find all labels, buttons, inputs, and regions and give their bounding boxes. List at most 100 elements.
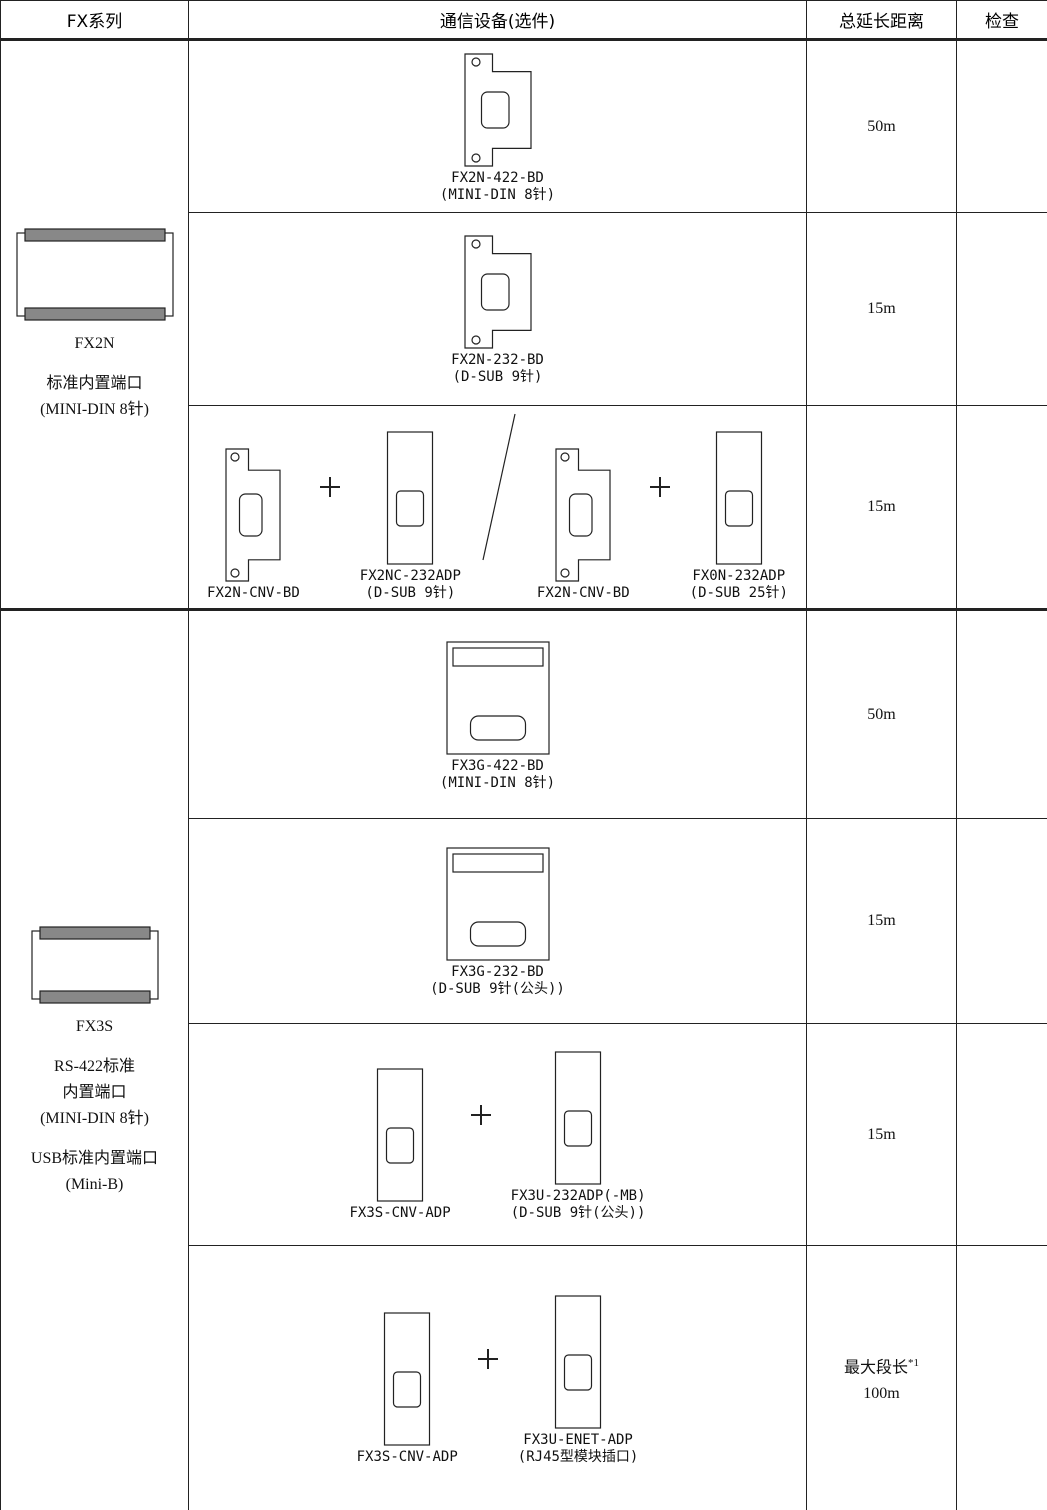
device-note: (D-SUB 9针(公头)) — [510, 1204, 646, 1221]
device-illustration — [463, 52, 532, 167]
connector — [469, 921, 526, 947]
header-cell: 检查 — [956, 0, 1047, 41]
slash-separator — [482, 413, 516, 561]
plc-outline — [15, 231, 174, 317]
device-model: FX3U-232ADP(-MB) — [510, 1187, 646, 1204]
table-row: FX2N-CNV-BD FX2NC-232ADP (D-SUB 9针) FX2N-CN… — [1, 405, 1047, 610]
device-model: FX2NC-232ADP — [359, 568, 461, 584]
device-model: FX2N-CNV-BD — [207, 585, 300, 601]
header-cell: 通信设备(选件) — [188, 0, 807, 41]
device-illustration — [445, 847, 550, 961]
device: FX2N-CNV-BD — [207, 445, 300, 602]
device-illustration — [715, 431, 762, 565]
distance-line: 15m — [807, 1122, 956, 1148]
series-cell: FX3S RS-422标准 内置端口 (MINI-DIN 8针) USB标准内置端口 (M… — [0, 608, 189, 1510]
check-cell — [956, 39, 1047, 213]
connector — [469, 714, 526, 741]
distance-cell: 15m — [806, 405, 957, 610]
distance-text: 15m — [867, 1125, 896, 1143]
device-illustration — [376, 1067, 424, 1202]
table-body: FX2N 标准内置端口 (MINI-DIN 8针) FX2N-422-BD (MINI-… — [0, 39, 1047, 1510]
distance-cell: 15m — [806, 1023, 957, 1246]
plus-separator — [649, 477, 670, 497]
device-list: FX2N-422-BD (MINI-DIN 8针) — [189, 50, 806, 204]
device: FX2N-422-BD (MINI-DIN 8针) — [440, 50, 555, 204]
hole — [230, 452, 241, 462]
series-desc: (Mini-B) — [65, 1175, 124, 1193]
hole — [230, 568, 241, 578]
distance-line: 15m — [807, 494, 956, 520]
table-row: FX3S-CNV-ADP FX3U-ENET-ADP (RJ45型模块插口) 最大段长… — [1, 1245, 1047, 1510]
device-model: FX0N-232ADP — [692, 568, 786, 584]
device-note: (D-SUB 9针(公头)) — [430, 981, 565, 997]
terminal — [23, 227, 166, 242]
slash-line — [482, 413, 516, 561]
hole — [470, 56, 481, 67]
device-cell: FX2N-422-BD (MINI-DIN 8针) — [188, 39, 807, 213]
plc-outline — [30, 929, 159, 1000]
table-row: FX2N 标准内置端口 (MINI-DIN 8针) FX2N-422-BD (MINI-… — [0, 39, 1047, 610]
distance-text: 50m — [867, 705, 896, 723]
gap — [1, 1132, 188, 1146]
distance-cell: 50m — [806, 608, 957, 819]
distance-line: 15m — [807, 296, 956, 322]
connector — [393, 1370, 422, 1408]
device-list: FX3S-CNV-ADP FX3U-232ADP(-MB) (D-SUB 9针(公头… — [189, 1048, 806, 1222]
device: FX2NC-232ADP (D-SUB 9针) — [360, 428, 461, 602]
connector — [480, 90, 510, 129]
device-model: FX3G-232-BD — [451, 964, 544, 980]
series-name: FX2N — [74, 334, 115, 352]
device-illustration — [463, 235, 532, 349]
device-cell: FX2N-CNV-BD FX2NC-232ADP (D-SUB 9针) FX2N-CN… — [188, 405, 807, 610]
device: FX3S-CNV-ADP — [349, 1065, 451, 1222]
device-illustration — [445, 640, 550, 755]
distance-cell: 最大段长*1 100m — [806, 1245, 957, 1510]
device-illustration — [15, 227, 174, 321]
device-note: (D-SUB 25针) — [689, 585, 788, 601]
device-list: FX2N-232-BD (D-SUB 9针) — [189, 232, 806, 386]
connector — [563, 1353, 593, 1391]
distance-text: 15m — [867, 300, 896, 317]
device-note: (MINI-DIN 8针) — [439, 774, 556, 791]
hole — [470, 152, 481, 163]
distance-text: 100m — [863, 1385, 900, 1403]
series-desc: RS-422标准 — [54, 1057, 135, 1075]
device-note: (RJ45型模块插口) — [517, 1448, 639, 1465]
distance-text: 15m — [867, 498, 896, 515]
device-model: FX3G-422-BD — [451, 757, 544, 774]
device: FX3U-ENET-ADP (RJ45型模块插口) — [517, 1292, 639, 1466]
device-model: FX2N-232-BD — [451, 352, 544, 368]
distance-line: 100m — [807, 1381, 956, 1407]
distance-cell: 15m — [806, 212, 957, 406]
header-cell: FX系列 — [0, 0, 189, 41]
device-cell: FX3G-422-BD (MINI-DIN 8针) — [188, 608, 807, 819]
device-model: FX2N-422-BD — [451, 169, 544, 186]
device-model: FX3U-ENET-ADP — [523, 1431, 633, 1448]
device-cell: FX3S-CNV-ADP FX3U-ENET-ADP (RJ45型模块插口) — [188, 1245, 807, 1510]
device-note: (MINI-DIN 8针) — [439, 186, 556, 203]
distance-cell: 50m — [806, 39, 957, 213]
series-desc: 内置端口 — [62, 1083, 127, 1101]
distance-line: 50m — [807, 114, 956, 140]
device-cell: FX3G-232-BD (D-SUB 9针(公头)) — [188, 818, 807, 1024]
gap — [1, 1040, 188, 1054]
distance-line: 50m — [807, 702, 956, 728]
distance-text: 最大段长 — [843, 1359, 908, 1377]
device-list: FX3S-CNV-ADP FX3U-ENET-ADP (RJ45型模块插口) — [189, 1292, 806, 1466]
table-row: FX3S-CNV-ADP FX3U-232ADP(-MB) (D-SUB 9针(公头… — [1, 1023, 1047, 1246]
check-cell — [956, 608, 1047, 819]
terminal — [23, 306, 166, 321]
device-cell: FX3S-CNV-ADP FX3U-232ADP(-MB) (D-SUB 9针(公头… — [188, 1023, 807, 1246]
header-row: FX系列 通信设备(选件) 总延长距离 检查 — [0, 0, 1047, 41]
window — [451, 646, 544, 667]
device: FX3S-CNV-ADP — [357, 1309, 458, 1466]
device-model: FX3S-CNV-ADP — [349, 1204, 451, 1221]
device-list: FX3G-422-BD (MINI-DIN 8针) — [189, 638, 806, 792]
check-cell — [956, 405, 1047, 610]
connector — [569, 493, 593, 537]
device: FX0N-232ADP (D-SUB 25针) — [690, 428, 788, 602]
device-list: FX3G-232-BD (D-SUB 9针(公头)) — [189, 844, 806, 998]
distance-line: 最大段长*1 — [807, 1350, 956, 1381]
series-desc: USB标准内置端口 — [30, 1149, 159, 1167]
